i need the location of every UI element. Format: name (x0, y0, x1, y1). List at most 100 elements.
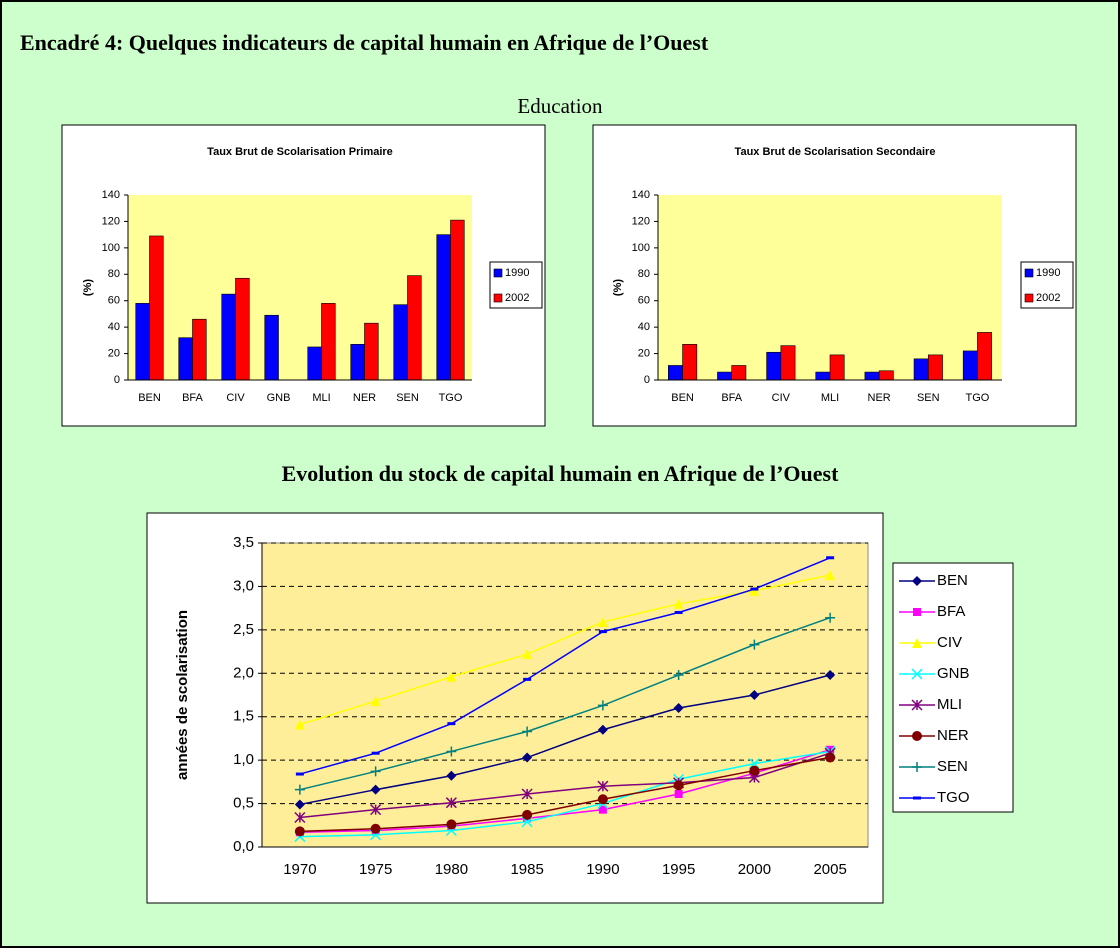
marker (826, 556, 835, 560)
y-axis-label: (%) (82, 279, 94, 296)
x-tick-label: CIV (226, 392, 245, 404)
y-tick-label: 2,5 (233, 621, 254, 638)
line (299, 756, 831, 833)
marker (370, 766, 381, 777)
page-title: Encadré 4: Quelques indicateurs de capit… (20, 30, 709, 55)
x-tick-label: CIV (772, 392, 791, 404)
x-tick-label: MLI (312, 392, 330, 404)
marker (673, 703, 684, 714)
legend-marker (911, 699, 923, 711)
y-tick-label: 120 (632, 215, 650, 227)
bar (235, 277, 250, 381)
bar (264, 314, 279, 381)
legend-marker (912, 638, 922, 648)
y-tick-label: 20 (638, 347, 650, 359)
y-tick-label: 0,5 (233, 795, 254, 812)
bar (393, 304, 408, 381)
bar (149, 235, 164, 381)
y-tick-label: 120 (102, 215, 120, 227)
legend-swatch (1024, 293, 1034, 303)
marker (446, 819, 457, 830)
x-tick-label: MLI (821, 392, 839, 404)
marker (598, 630, 607, 634)
marker (522, 809, 533, 820)
marker (825, 670, 836, 681)
legend-marker (912, 576, 922, 586)
y-axis-label: (%) (612, 279, 624, 296)
marker (673, 670, 684, 681)
x-tick-label: 1995 (662, 861, 695, 878)
y-tick-label: 60 (108, 295, 120, 307)
legend-label: 2002 (1036, 292, 1060, 304)
y-tick-label: 0 (114, 374, 120, 386)
bar (364, 322, 379, 381)
legend-label: SEN (937, 758, 968, 775)
bar (864, 371, 880, 381)
bar (962, 350, 978, 381)
chart-title: Taux Brut de Scolarisation Secondaire (735, 146, 936, 158)
bar (717, 371, 733, 381)
bar (878, 370, 894, 381)
marker (370, 696, 381, 707)
legend-box (892, 562, 1014, 813)
marker (825, 752, 836, 763)
marker (294, 826, 305, 837)
marker (598, 805, 607, 814)
marker (447, 722, 456, 726)
legend-label: 2002 (505, 292, 529, 304)
x-tick-label: NER (353, 392, 376, 404)
marker (522, 726, 533, 737)
y-tick-label: 100 (102, 242, 120, 254)
bar (815, 371, 831, 381)
y-tick-label: 40 (108, 321, 120, 333)
marker (749, 639, 760, 650)
marker (370, 804, 382, 816)
line (299, 557, 831, 775)
y-tick-label: 0,0 (233, 838, 254, 855)
marker (597, 617, 608, 628)
y-tick-label: 1,5 (233, 708, 254, 725)
section-label: Education (517, 94, 603, 118)
y-tick-label: 20 (108, 347, 120, 359)
y-tick-label: 60 (638, 295, 650, 307)
bar (178, 337, 193, 381)
bar (450, 219, 465, 381)
bar (668, 365, 683, 381)
bar (731, 365, 747, 381)
legend-marker (911, 668, 923, 680)
bar (307, 346, 322, 381)
y-tick-label: 3,0 (233, 577, 254, 594)
plot-area (658, 195, 1002, 380)
line (299, 752, 831, 819)
marker (294, 719, 305, 730)
x-tick-label: BEN (671, 392, 694, 404)
x-tick-label: 1980 (435, 861, 468, 878)
legend-label: 1990 (505, 267, 529, 279)
x-tick-label: SEN (396, 392, 419, 404)
marker (674, 790, 683, 799)
marker (521, 788, 533, 800)
x-tick-label: NER (868, 392, 891, 404)
legend-label: CIV (937, 634, 962, 651)
marker (597, 780, 609, 792)
marker (446, 671, 457, 682)
marker (294, 784, 305, 795)
y-tick-label: 0 (644, 374, 650, 386)
marker (294, 811, 306, 823)
line (299, 750, 831, 838)
line (299, 749, 831, 833)
marker (750, 587, 759, 591)
marker (294, 799, 305, 810)
marker (523, 677, 532, 681)
marker (295, 772, 304, 776)
x-tick-label: 1985 (510, 861, 543, 878)
x-tick-label: BFA (721, 392, 742, 404)
bar (780, 345, 796, 381)
bar (977, 332, 992, 381)
x-tick-label: 1975 (359, 861, 392, 878)
bar (135, 303, 150, 381)
marker (749, 765, 760, 776)
marker (597, 724, 608, 735)
marker (446, 770, 457, 781)
bar (829, 354, 845, 381)
